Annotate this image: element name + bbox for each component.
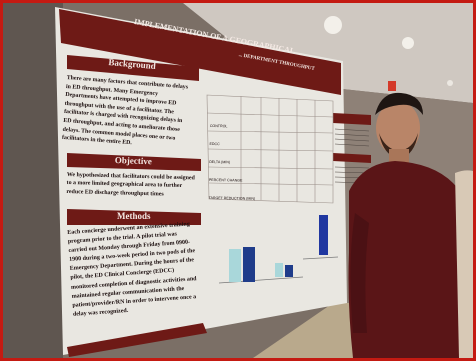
photo-svg <box>3 3 473 358</box>
poster-charts <box>218 215 339 284</box>
right-column-text <box>334 128 370 184</box>
table-row-label: EDCC <box>209 141 220 147</box>
methods-heading-band <box>67 209 201 225</box>
ceiling-light <box>324 16 342 34</box>
ceiling-light <box>447 80 453 86</box>
objective-heading: Objective <box>114 155 152 167</box>
poster-bottom-band <box>67 323 207 357</box>
objective-text: We hypothesized that facilitators could … <box>66 171 195 200</box>
exit-sign <box>388 81 396 91</box>
results-table <box>206 94 334 204</box>
ceiling <box>183 3 473 103</box>
background-person <box>455 170 473 358</box>
background-heading-band <box>67 55 199 81</box>
methods-heading: Methods <box>117 211 151 221</box>
methods-text: Each concierge underwent an extensive tr… <box>67 220 199 320</box>
background-text: There are many factors that contribute t… <box>62 74 189 152</box>
sweater-arm-left <box>350 213 369 333</box>
sweater <box>348 161 473 358</box>
person <box>348 92 473 358</box>
ceiling-light <box>402 37 414 49</box>
table-row-label: DELTA (MIN) <box>209 159 231 165</box>
results-heading-band <box>333 113 371 125</box>
table-row-label: TARGET REDUCTION (MIN) <box>208 195 256 201</box>
hair <box>375 92 423 115</box>
table-row-labels: CONTROL EDCC DELTA (MIN) PERCENT CHANGE … <box>208 117 256 208</box>
poster-title-band <box>59 9 341 95</box>
table-row-label: CONTROL <box>209 123 228 129</box>
poster-board <box>55 7 347 355</box>
left-wall <box>3 3 63 358</box>
table-row-label: PERCENT CHANGE <box>208 177 243 183</box>
conclusion-heading-band <box>333 153 371 163</box>
objective-heading-band <box>67 153 201 171</box>
face <box>376 101 420 155</box>
photo-scene: IMPLEMENTATION OF A GEOGRAPHICAL ... ...… <box>3 3 473 358</box>
